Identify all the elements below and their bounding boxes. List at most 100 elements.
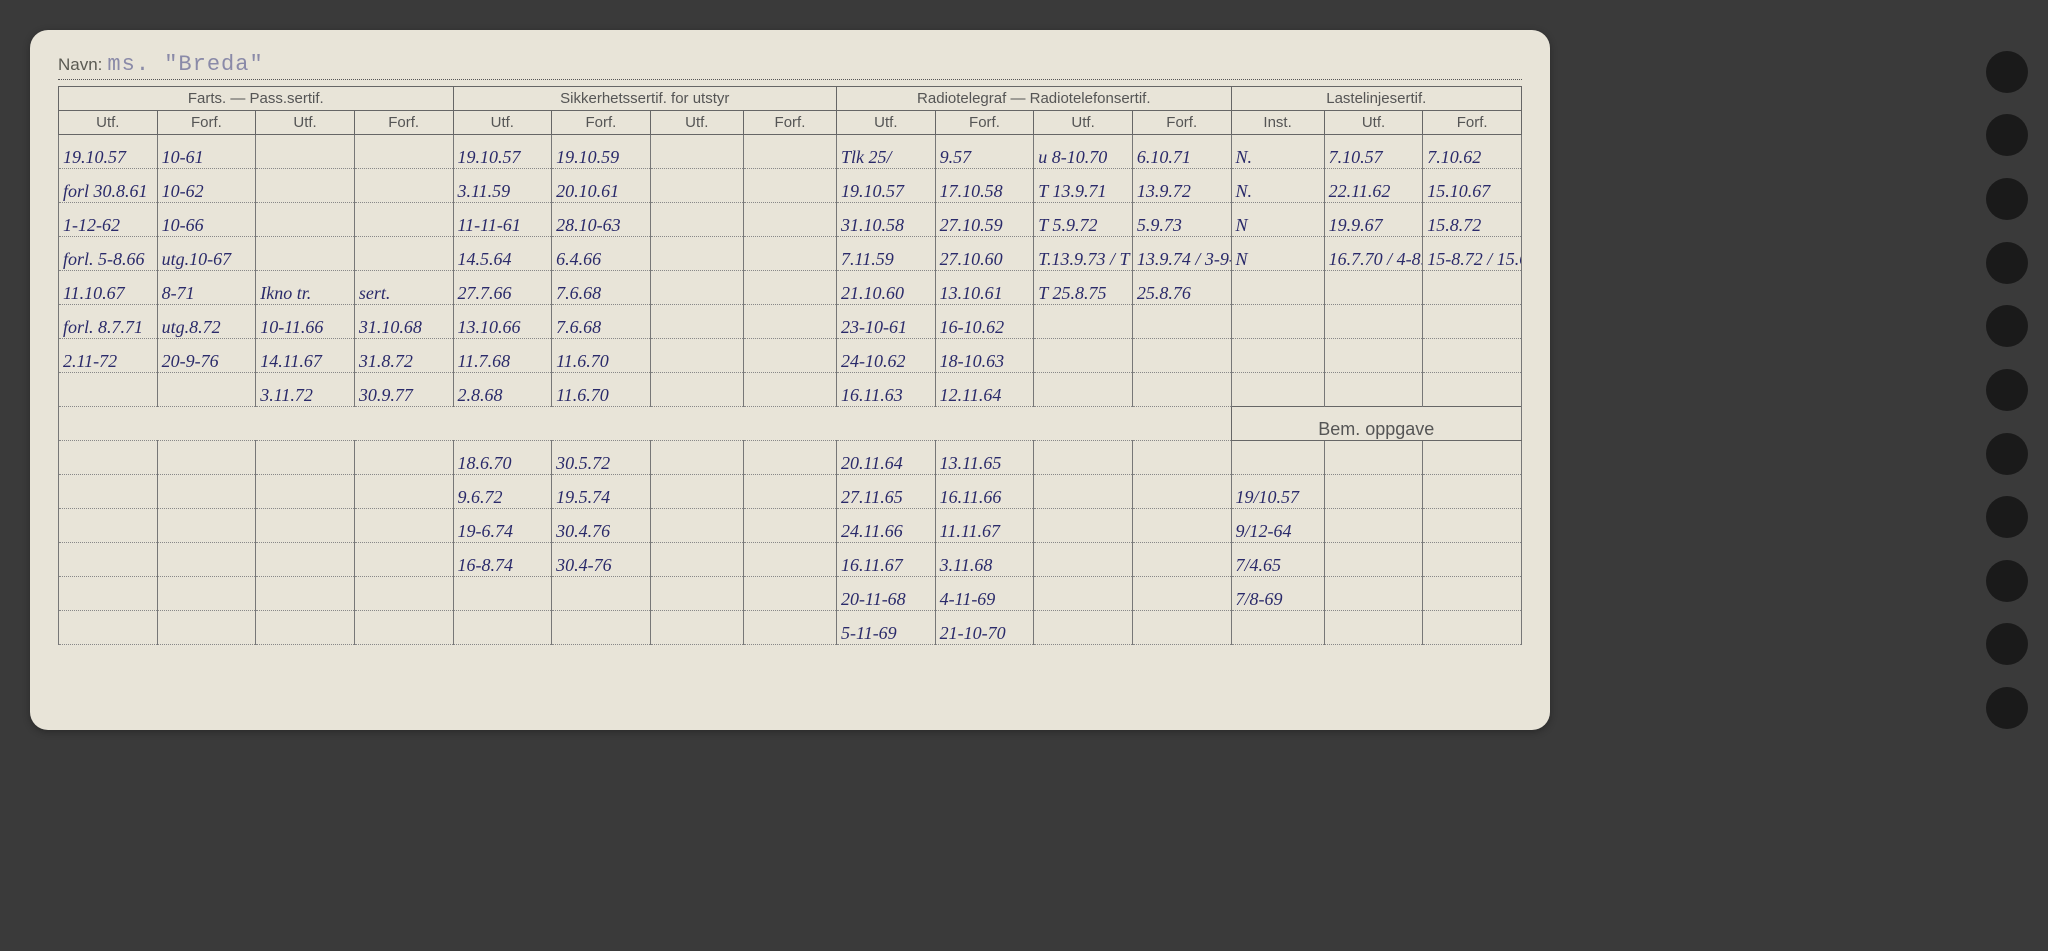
cell: 19.10.57 [453, 135, 552, 169]
cell: forl 30.8.61 [59, 169, 158, 203]
cell: 3.11.68 [935, 543, 1034, 577]
cell: 22.11.62 [1324, 169, 1423, 203]
bem-cell [1324, 543, 1423, 577]
cell [1034, 373, 1133, 407]
cell [1034, 339, 1133, 373]
cell [650, 203, 743, 237]
cell: 8-71 [157, 271, 256, 305]
cell [1423, 339, 1522, 373]
cell: 31.8.72 [354, 339, 453, 373]
sub-utf: Utf. [453, 111, 552, 135]
cell: Ikno tr. [256, 271, 355, 305]
binder-hole [1986, 51, 2028, 93]
cell: 19.5.74 [552, 475, 651, 509]
cell: N. [1231, 135, 1324, 169]
cell: 24.11.66 [837, 509, 936, 543]
cell [1324, 339, 1423, 373]
cell [1034, 475, 1133, 509]
cell: 13.11.65 [935, 441, 1034, 475]
certificate-table: Farts. — Pass.sertif. Sikkerhetssertif. … [58, 86, 1522, 645]
cell: 19-6.74 [453, 509, 552, 543]
sub-forf: Forf. [1423, 111, 1522, 135]
cell: 18.6.70 [453, 441, 552, 475]
cell [354, 169, 453, 203]
cell: forl. 5-8.66 [59, 237, 158, 271]
name-label: Navn: [58, 55, 102, 74]
cell: 16-10.62 [935, 305, 1034, 339]
cell: 15-8.72 / 15.6.77 [1423, 237, 1522, 271]
cell: 9.6.72 [453, 475, 552, 509]
cell: 11.7.68 [453, 339, 552, 373]
page-container: Navn: ms. "Breda" Farts. — Pass.sertif. … [0, 0, 2048, 951]
bem-cell [1324, 611, 1423, 645]
cell [354, 237, 453, 271]
cell: 2.8.68 [453, 373, 552, 407]
cell [743, 509, 836, 543]
cell: 30.4-76 [552, 543, 651, 577]
cell [354, 475, 453, 509]
bem-cell [1231, 611, 1324, 645]
table-row: 18.6.7030.5.7220.11.6413.11.65 [59, 441, 1522, 475]
cell [1132, 339, 1231, 373]
cell: 7.6.68 [552, 271, 651, 305]
binder-holes [1986, 30, 2028, 750]
cell [354, 441, 453, 475]
table-row: 3.11.7230.9.772.8.6811.6.7016.11.6312.11… [59, 373, 1522, 407]
cell [256, 169, 355, 203]
binder-hole [1986, 560, 2028, 602]
sub-utf: Utf. [59, 111, 158, 135]
cell [354, 135, 453, 169]
bem-cell: 7/4.65 [1231, 543, 1324, 577]
cell [743, 135, 836, 169]
table-row: forl. 5-8.66utg.10-6714.5.646.4.667.11.5… [59, 237, 1522, 271]
cell [650, 543, 743, 577]
cell: 13.10.61 [935, 271, 1034, 305]
sub-utf: Utf. [650, 111, 743, 135]
cell: T.13.9.73 / T 3-9-74 [1034, 237, 1133, 271]
bem-cell [1423, 475, 1522, 509]
cell: 10-66 [157, 203, 256, 237]
name-value: ms. "Breda" [107, 52, 263, 77]
cell [1132, 509, 1231, 543]
binder-hole [1986, 242, 2028, 284]
cell [650, 271, 743, 305]
cell [743, 611, 836, 645]
cell: 10-11.66 [256, 305, 355, 339]
cell [1231, 339, 1324, 373]
cell: 5.9.73 [1132, 203, 1231, 237]
cell: 20-9-76 [157, 339, 256, 373]
sub-forf: Forf. [354, 111, 453, 135]
bem-cell [1324, 441, 1423, 475]
cell: 1-12-62 [59, 203, 158, 237]
cell [1034, 305, 1133, 339]
cell: 25.8.76 [1132, 271, 1231, 305]
cell [256, 611, 355, 645]
cell [1324, 373, 1423, 407]
cell [1231, 305, 1324, 339]
bem-cell [1423, 611, 1522, 645]
cell: u 8-10.70 [1034, 135, 1133, 169]
sub-forf: Forf. [935, 111, 1034, 135]
cell [743, 203, 836, 237]
cell [650, 135, 743, 169]
sub-utf: Utf. [837, 111, 936, 135]
bem-cell [1231, 441, 1324, 475]
table-row: 19-6.7430.4.7624.11.6611.11.679/12-64 [59, 509, 1522, 543]
binder-hole [1986, 369, 2028, 411]
cell: T 13.9.71 [1034, 169, 1133, 203]
cell: 2.11-72 [59, 339, 158, 373]
cell: 11.10.67 [59, 271, 158, 305]
cell: N [1231, 203, 1324, 237]
cell: 15.8.72 [1423, 203, 1522, 237]
binder-hole [1986, 114, 2028, 156]
cell: utg.10-67 [157, 237, 256, 271]
cell: 27.11.65 [837, 475, 936, 509]
sub-utf: Utf. [1324, 111, 1423, 135]
cell: 17.10.58 [935, 169, 1034, 203]
cell [453, 577, 552, 611]
table-row: 20-11-684-11-697/8-69 [59, 577, 1522, 611]
bem-cell: 9/12-64 [1231, 509, 1324, 543]
bem-cell [1423, 509, 1522, 543]
cell [1132, 611, 1231, 645]
cell: 16.11.63 [837, 373, 936, 407]
